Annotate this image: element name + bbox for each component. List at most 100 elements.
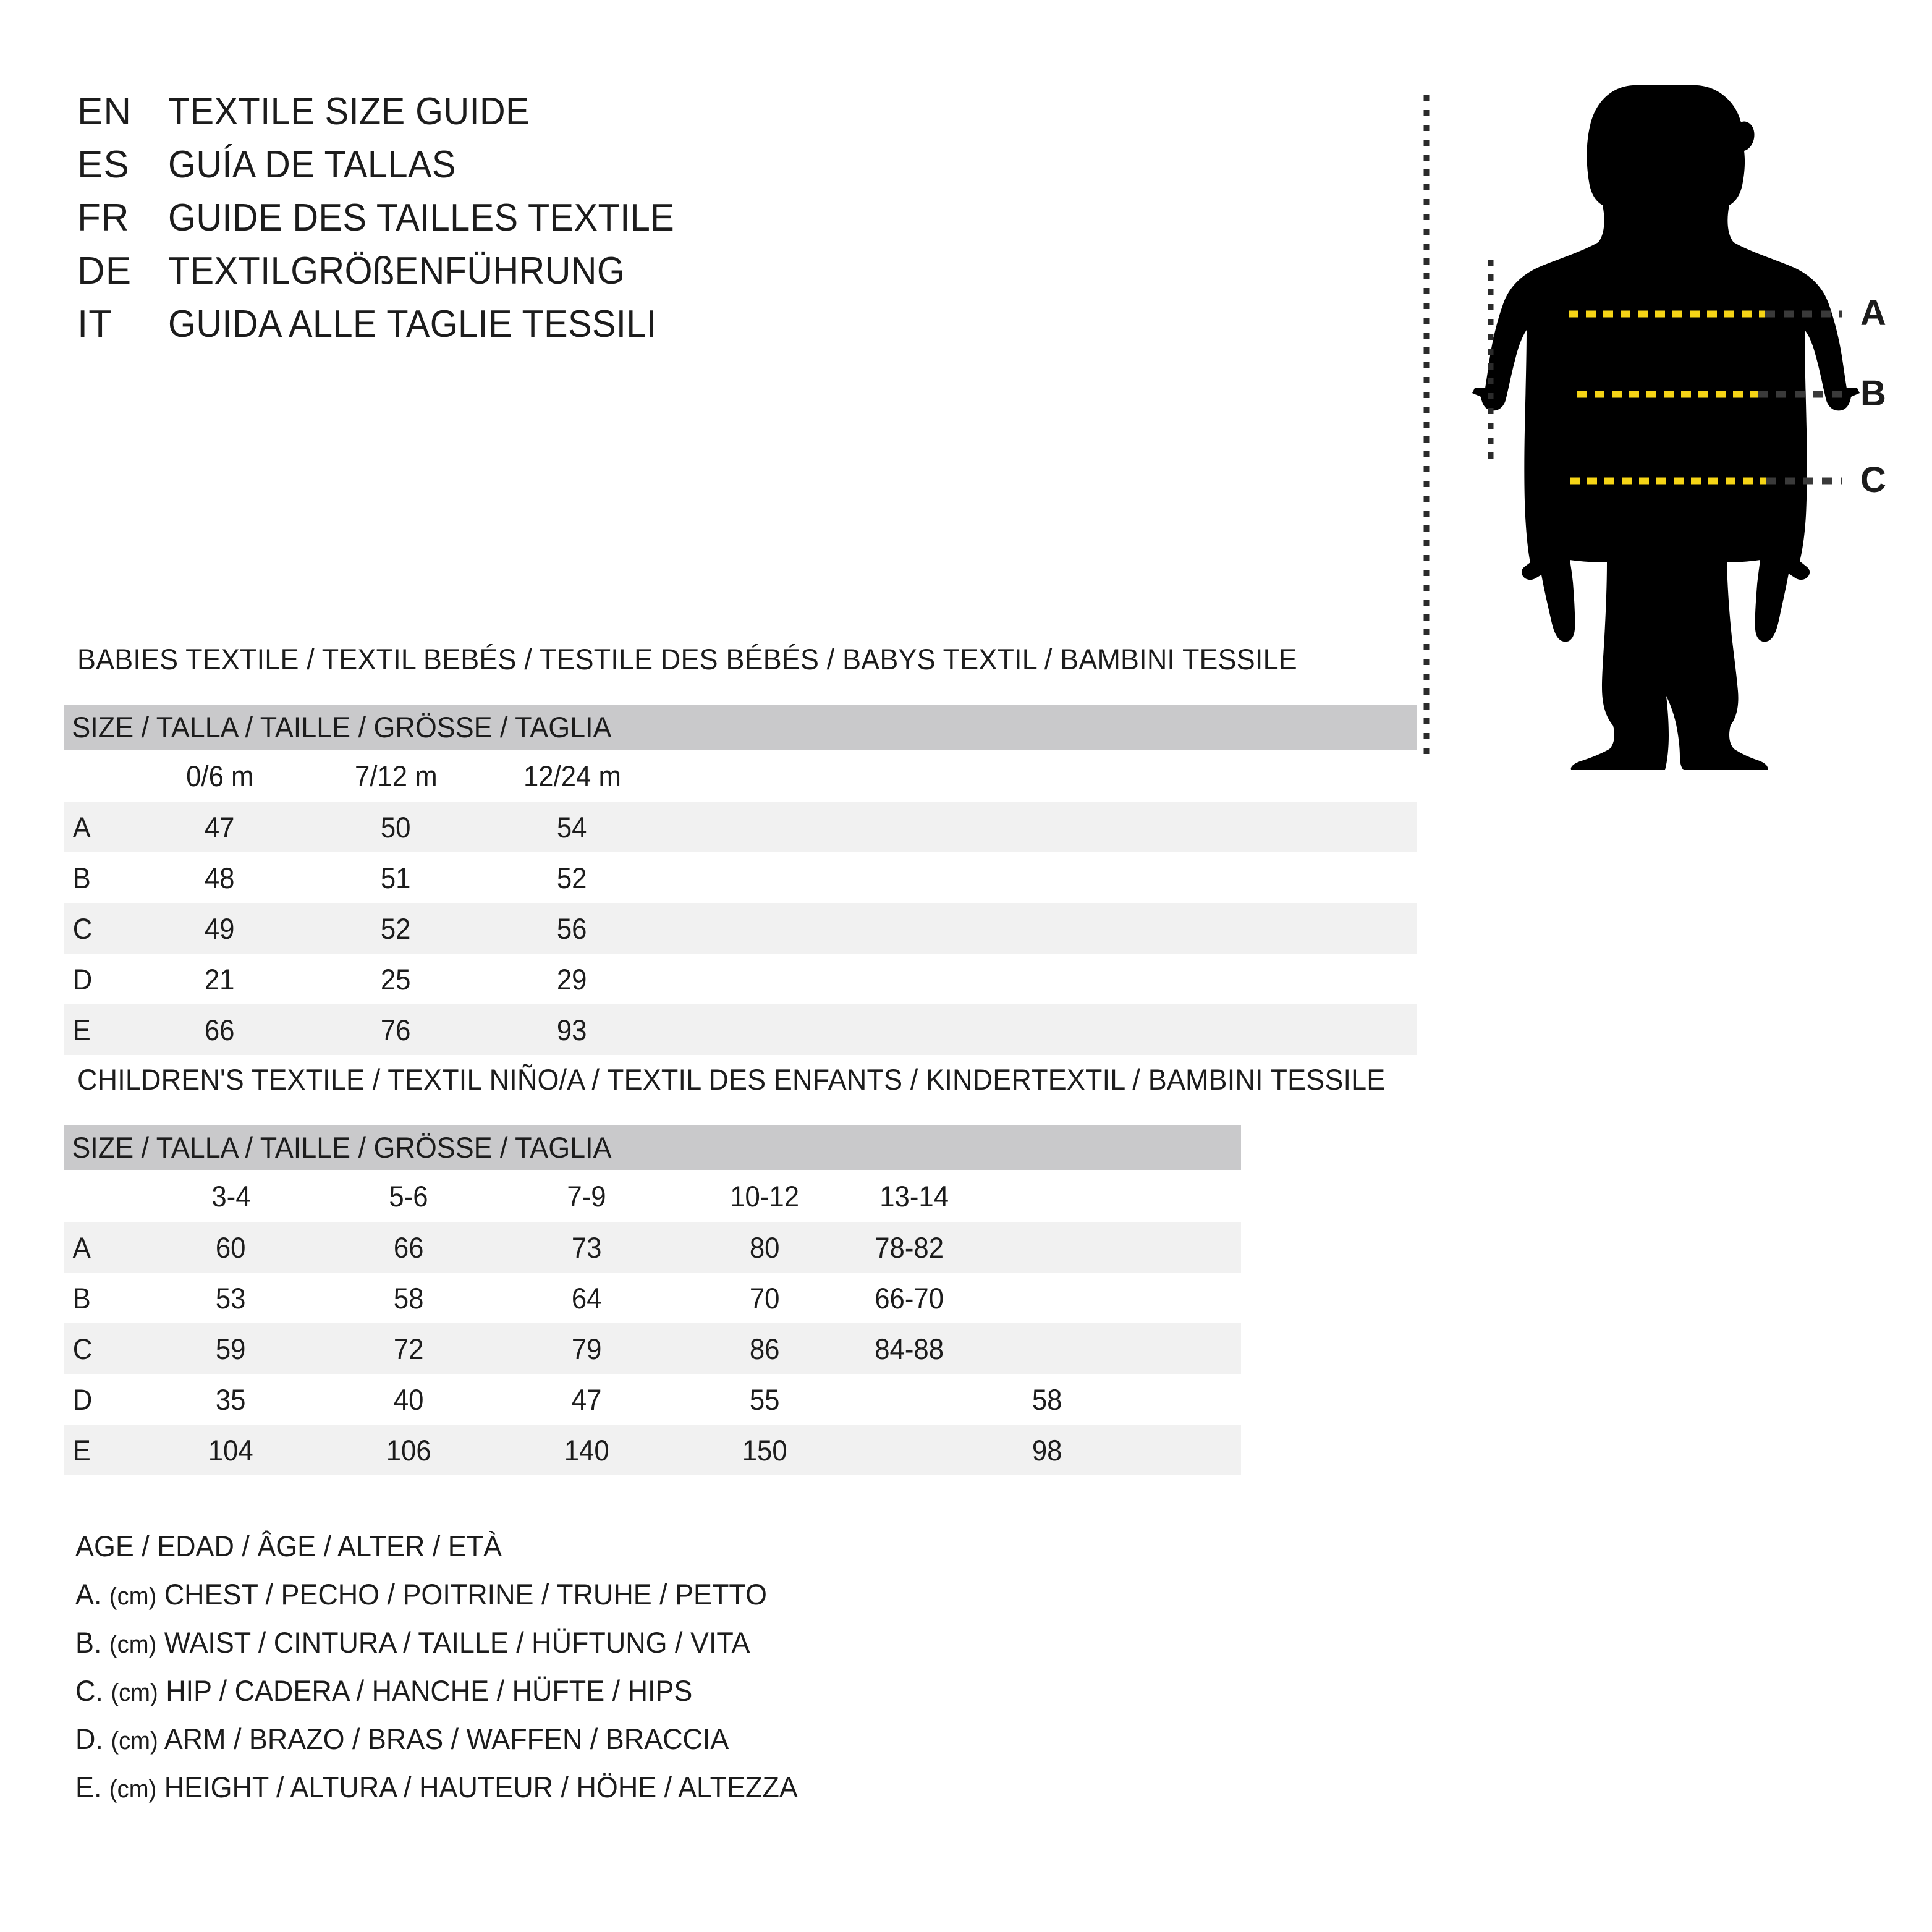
legend-item-e: E. (cm) HEIGHT / ALTURA / HAUTEUR / HÖHE… <box>75 1773 798 1821</box>
language-title-list: EN TEXTILE SIZE GUIDE ES GUÍA DE TALLAS … <box>77 93 713 358</box>
language-code-en: EN <box>77 90 132 133</box>
children-row-label-b: B <box>72 1281 91 1315</box>
children-cell-d-3: 55 <box>749 1383 780 1416</box>
language-title-de: TEXTILGRÖßENFÜHRUNG <box>168 250 625 292</box>
legend-title: AGE / EDAD / ÂGE / ALTER / ETÀ <box>75 1530 502 1562</box>
language-title-en: TEXTILE SIZE GUIDE <box>168 90 530 133</box>
children-cell-d-0: 35 <box>216 1383 246 1416</box>
table-row: A 47 50 54 <box>64 802 1418 852</box>
legend-key-c: C. <box>75 1674 103 1707</box>
language-title-it: GUIDA ALLE TAGLIE TESSILI <box>168 303 657 345</box>
table-row: C 59 72 79 86 84-88 <box>64 1323 1241 1374</box>
language-row-es: ES GUÍA DE TALLAS <box>77 146 713 199</box>
legend-key-e: E. <box>75 1771 102 1803</box>
babies-row-label-e: E <box>72 1013 91 1046</box>
language-code-fr: FR <box>77 197 130 239</box>
children-cell-d-2: 47 <box>571 1383 602 1416</box>
babies-cell-b-0: 48 <box>205 861 235 894</box>
babies-row-label-b: B <box>72 861 91 894</box>
children-column-1: 5-6 <box>389 1179 428 1213</box>
babies-row-label-d: D <box>72 962 93 996</box>
babies-cell-c-2: 56 <box>557 912 587 945</box>
language-title-es: GUÍA DE TALLAS <box>168 143 456 186</box>
legend-item-a: A. (cm) CHEST / PECHO / POITRINE / TRUHE… <box>75 1580 798 1628</box>
children-cell-a-0: 60 <box>216 1231 246 1264</box>
babies-column-0: 0/6 m <box>185 759 254 792</box>
legend-key-d: D. <box>75 1722 103 1755</box>
children-cell-d-4: 58 <box>1032 1383 1062 1416</box>
children-cell-c-3: 86 <box>749 1332 780 1365</box>
language-code-it: IT <box>77 303 113 345</box>
babies-table-header-label: SIZE / TALLA / TAILLE / GRÖSSE / TAGLIA <box>72 711 612 744</box>
language-code-es: ES <box>77 143 130 186</box>
language-row-en: EN TEXTILE SIZE GUIDE <box>77 93 713 146</box>
babies-cell-a-1: 50 <box>381 810 411 844</box>
legend-unit-a: (cm) <box>109 1583 157 1610</box>
child-silhouette-icon <box>1472 85 1860 770</box>
table-row: B 48 51 52 <box>64 852 1418 903</box>
table-row: D 35 40 47 55 58 <box>64 1374 1241 1425</box>
figure-label-c: C <box>1860 460 1886 500</box>
babies-size-table: SIZE / TALLA / TAILLE / GRÖSSE / TAGLIA … <box>64 705 1418 1055</box>
legend-text-b: WAIST / CINTURA / TAILLE / HÜFTUNG / VIT… <box>164 1626 750 1659</box>
children-cell-b-1: 58 <box>393 1281 424 1315</box>
babies-cell-a-2: 54 <box>557 810 587 844</box>
babies-section-caption: BABIES TEXTILE / TEXTIL BEBÉS / TESTILE … <box>77 643 1297 676</box>
legend-item-c: C. (cm) HIP / CADERA / HANCHE / HÜFTE / … <box>75 1676 798 1724</box>
language-title-fr: GUIDE DES TAILLES TEXTILE <box>168 197 675 239</box>
table-row: D 21 25 29 <box>64 954 1418 1004</box>
legend-item-d: D. (cm) ARM / BRAZO / BRAS / WAFFEN / BR… <box>75 1724 798 1773</box>
legend-text-c: HIP / CADERA / HANCHE / HÜFTE / HIPS <box>166 1674 693 1707</box>
children-cell-e-0: 104 <box>208 1433 253 1467</box>
babies-cell-d-0: 21 <box>205 962 235 996</box>
children-cell-c-4: 84-88 <box>874 1332 944 1365</box>
children-cell-b-3: 70 <box>749 1281 780 1315</box>
legend-unit-d: (cm) <box>111 1727 158 1755</box>
legend-unit-e: (cm) <box>109 1776 157 1803</box>
children-section-caption: CHILDREN'S TEXTILE / TEXTIL NIÑO/A / TEX… <box>77 1063 1386 1096</box>
children-cell-a-4: 78-82 <box>874 1231 944 1264</box>
measurement-figure: E D A B C <box>1415 80 1904 773</box>
babies-cell-c-0: 49 <box>205 912 235 945</box>
babies-column-header-row: 0/6 m 7/12 m 12/24 m <box>64 750 1418 802</box>
language-row-it: IT GUIDA ALLE TAGLIE TESSILI <box>77 305 713 358</box>
children-cell-a-2: 73 <box>571 1231 602 1264</box>
children-cell-a-1: 66 <box>393 1231 424 1264</box>
children-column-0: 3-4 <box>211 1179 251 1213</box>
children-cell-b-4: 66-70 <box>874 1281 944 1315</box>
table-row: B 53 58 64 70 66-70 <box>64 1273 1241 1323</box>
babies-cell-a-0: 47 <box>205 810 235 844</box>
measurement-legend: AGE / EDAD / ÂGE / ALTER / ETÀ A. (cm) C… <box>75 1532 832 1821</box>
table-row: E 66 76 93 <box>64 1004 1418 1055</box>
legend-text-e: HEIGHT / ALTURA / HAUTEUR / HÖHE / ALTEZ… <box>164 1771 798 1803</box>
children-cell-c-2: 79 <box>571 1332 602 1365</box>
children-cell-b-2: 64 <box>571 1281 602 1315</box>
children-cell-e-4: 98 <box>1032 1433 1062 1467</box>
table-row: C 49 52 56 <box>64 903 1418 954</box>
children-column-header-row: 3-4 5-6 7-9 10-12 13-14 <box>64 1170 1241 1222</box>
babies-cell-b-2: 52 <box>557 861 587 894</box>
babies-cell-b-1: 51 <box>381 861 411 894</box>
children-row-label-a: A <box>72 1231 91 1264</box>
legend-key-b: B. <box>75 1626 102 1659</box>
babies-table-header-band: SIZE / TALLA / TAILLE / GRÖSSE / TAGLIA <box>64 705 1418 750</box>
language-row-fr: FR GUIDE DES TAILLES TEXTILE <box>77 199 713 252</box>
legend-unit-c: (cm) <box>111 1679 158 1706</box>
children-cell-c-0: 59 <box>216 1332 246 1365</box>
children-row-label-e: E <box>72 1433 91 1467</box>
babies-cell-d-1: 25 <box>381 962 411 996</box>
babies-row-label-c: C <box>72 912 93 945</box>
children-cell-b-0: 53 <box>216 1281 246 1315</box>
legend-key-a: A. <box>75 1578 102 1611</box>
children-cell-e-2: 140 <box>564 1433 609 1467</box>
table-row: A 60 66 73 80 78-82 <box>64 1222 1241 1273</box>
babies-row-label-a: A <box>72 810 91 844</box>
children-row-label-c: C <box>72 1332 93 1365</box>
children-column-4: 13-14 <box>879 1179 949 1213</box>
children-cell-c-1: 72 <box>393 1332 424 1365</box>
children-cell-e-1: 106 <box>386 1433 431 1467</box>
children-table-header-band: SIZE / TALLA / TAILLE / GRÖSSE / TAGLIA <box>64 1125 1241 1170</box>
children-column-2: 7-9 <box>567 1179 606 1213</box>
babies-cell-e-1: 76 <box>381 1013 411 1046</box>
babies-cell-d-2: 29 <box>557 962 587 996</box>
